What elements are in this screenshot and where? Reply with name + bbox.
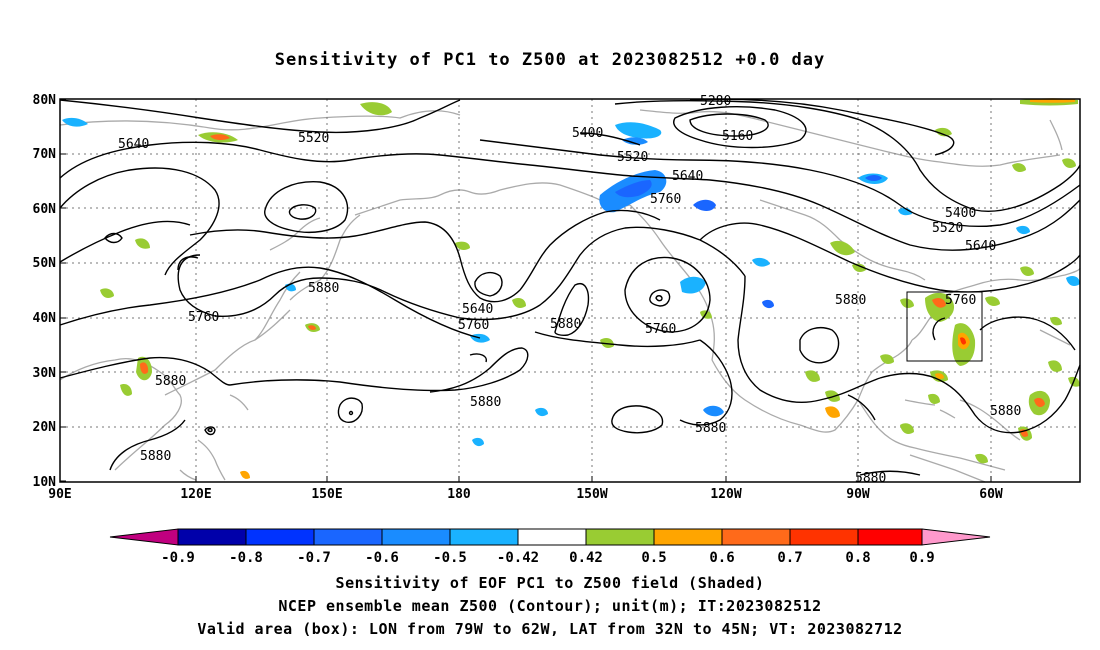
- contour-label: 5880: [308, 281, 339, 296]
- caption-shading: Sensitivity of EOF PC1 to Z500 field (Sh…: [335, 574, 765, 592]
- colorbar-swatch: [857, 528, 923, 546]
- colorbar-label: 0.5: [641, 550, 666, 566]
- contour-label: 5640: [965, 239, 996, 254]
- lat-label: 50N: [33, 256, 57, 271]
- contour-label: 5760: [650, 192, 681, 207]
- contour-label: 5640: [672, 169, 703, 184]
- colorbar-swatch: [653, 528, 723, 546]
- colorbar-label: -0.6: [365, 550, 399, 566]
- colorbar-swatch: [245, 528, 315, 546]
- contour-label: 5880: [140, 449, 171, 464]
- colorbar-swatch: [381, 528, 451, 546]
- lat-label: 20N: [33, 420, 57, 435]
- lon-label: 180: [447, 487, 471, 502]
- contour-label: 5760: [645, 322, 676, 337]
- colorbar-label: -0.42: [497, 550, 539, 566]
- contour-label: 5880: [550, 317, 581, 332]
- colorbar-swatch: [517, 528, 587, 546]
- colorbar-low-arrow: [109, 528, 179, 546]
- contour-label: 5880: [835, 293, 866, 308]
- lat-label: 70N: [33, 147, 57, 162]
- colorbar: -0.9 -0.8 -0.7 -0.6 -0.5 -0.42 0.42 0.5 …: [109, 528, 991, 566]
- z500-contours: [59, 98, 1081, 476]
- colorbar-swatch: [177, 528, 247, 546]
- contour-label: 5160: [722, 129, 753, 144]
- colorbar-swatch: [449, 528, 519, 546]
- contour-label: 5400: [572, 126, 603, 141]
- contour-label: 5880: [990, 404, 1021, 419]
- colorbar-swatch: [313, 528, 383, 546]
- contour-label: 5880: [855, 471, 886, 486]
- lon-label: 60W: [979, 487, 1003, 502]
- colorbar-swatch: [585, 528, 655, 546]
- sensitivity-shading: [62, 98, 1080, 479]
- lon-label: 90W: [846, 487, 870, 502]
- lat-label: 30N: [33, 366, 57, 381]
- colorbar-label: -0.9: [161, 550, 195, 566]
- contour-labels: 5280 5160 5400 5520 5640 5760 5400 5520 …: [118, 94, 1021, 486]
- caption-valid-area: Valid area (box): LON from 79W to 62W, L…: [197, 620, 903, 638]
- contour-label: 5520: [932, 221, 963, 236]
- contour-label: 5760: [188, 310, 219, 325]
- lat-labels: 80N 70N 60N 50N 40N 30N 20N 10N: [33, 93, 57, 490]
- contour-label: 5400: [945, 206, 976, 221]
- colorbar-label: 0.9: [909, 550, 934, 566]
- contour-label: 5640: [462, 302, 493, 317]
- colorbar-swatch: [789, 528, 859, 546]
- lat-label: 10N: [33, 475, 57, 490]
- colorbar-label: -0.5: [433, 550, 467, 566]
- chart-title: Sensitivity of PC1 to Z500 at 2023082512…: [274, 50, 826, 70]
- contour-label: 5760: [945, 293, 976, 308]
- lon-label: 90E: [48, 487, 71, 502]
- colorbar-swatch: [721, 528, 791, 546]
- lon-label: 150E: [311, 487, 342, 502]
- lon-label: 150W: [576, 487, 607, 502]
- lon-labels: 90E 120E 150E 180 150W 120W 90W 60W: [48, 487, 1003, 502]
- contour-label: 5520: [617, 150, 648, 165]
- contour-label: 5760: [458, 318, 489, 333]
- lat-label: 80N: [33, 93, 57, 108]
- contour-label: 5640: [118, 137, 149, 152]
- lat-label: 40N: [33, 311, 57, 326]
- valid-area-box: [906, 291, 983, 362]
- lon-label: 120E: [180, 487, 211, 502]
- colorbar-label: 0.7: [777, 550, 802, 566]
- graticule: [60, 99, 1080, 482]
- contour-label: 5880: [695, 421, 726, 436]
- colorbar-label: 0.8: [845, 550, 870, 566]
- lat-label: 60N: [33, 202, 57, 217]
- contour-label: 5280: [700, 94, 731, 109]
- contour-label: 5520: [298, 131, 329, 146]
- lon-label: 120W: [710, 487, 741, 502]
- map-frame: [59, 98, 1081, 483]
- colorbar-high-arrow: [921, 528, 991, 546]
- contour-label: 5880: [155, 374, 186, 389]
- colorbar-label: -0.8: [229, 550, 263, 566]
- colorbar-label: 0.6: [709, 550, 734, 566]
- contour-label: 5880: [470, 395, 501, 410]
- caption-contour: NCEP ensemble mean Z500 (Contour); unit(…: [278, 597, 822, 615]
- colorbar-label: -0.7: [297, 550, 331, 566]
- colorbar-label: 0.42: [569, 550, 603, 566]
